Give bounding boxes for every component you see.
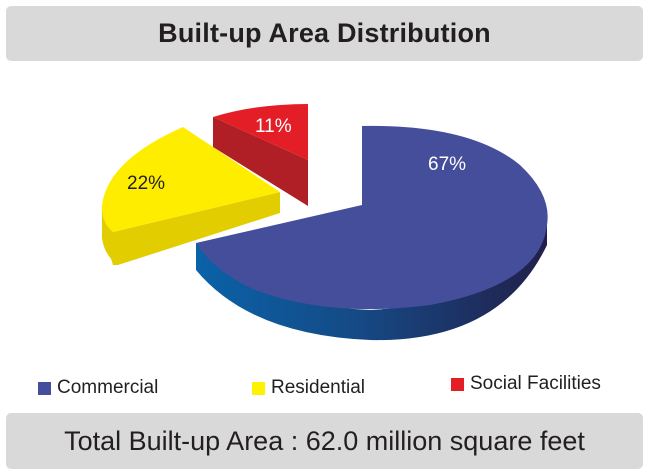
legend-item-residential: Residential [252,377,365,399]
legend-swatch-commercial [38,381,51,395]
legend-label-social-facilities: Social Facilities [470,373,601,394]
slice-residential[interactable]: 22% [101,127,280,265]
chart-legend: Commercial Residential Social Facilities [0,373,649,399]
chart-title: Built-up Area Distribution [158,18,491,48]
total-area-label: Total Built-up Area : 62.0 million squar… [64,425,585,456]
slice-label-commercial: 67% [428,154,466,175]
slice-label-residential: 22% [127,173,165,194]
legend-swatch-social-facilities [451,377,464,391]
legend-swatch-residential [252,381,265,395]
slice-label-social-facilities: 11% [255,116,292,137]
legend-item-social-facilities: Social Facilities [451,373,601,395]
chart-title-bar: Built-up Area Distribution [6,6,643,61]
legend-label-residential: Residential [271,377,365,398]
slice-commercial[interactable]: 67% [196,125,548,341]
legend-label-commercial: Commercial [57,377,159,398]
slice-social-facilities[interactable]: 11% [213,104,308,206]
total-area-bar: Total Built-up Area : 62.0 million squar… [6,413,643,469]
legend-item-commercial: Commercial [38,377,158,399]
